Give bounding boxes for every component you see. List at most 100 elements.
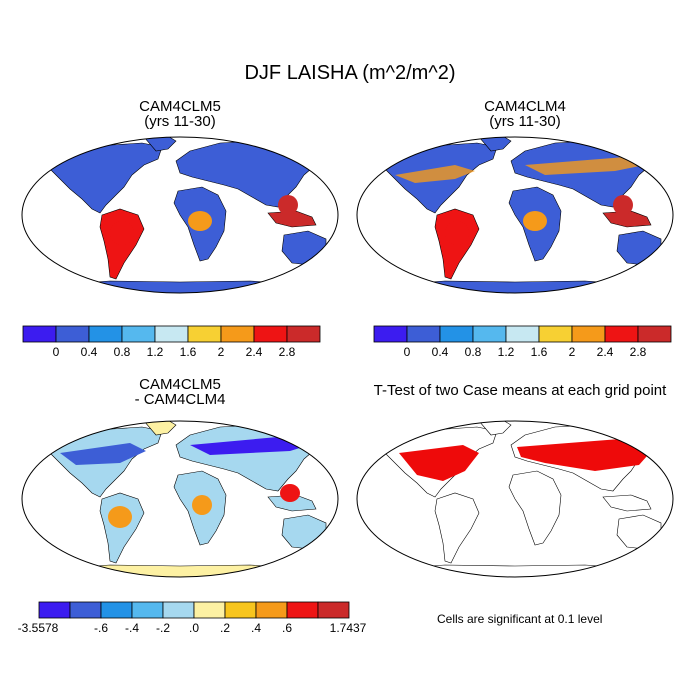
colorbar-tick-label: 1.2 [146, 345, 164, 359]
colorbar-tick-label: 0.8 [113, 345, 131, 359]
land-group [41, 137, 327, 293]
colorbar-tick-label: 2.8 [278, 345, 296, 359]
colorbar-tick-label: -.2 [155, 621, 171, 635]
australia-shape [281, 514, 327, 550]
greenland-shape [143, 421, 177, 436]
colorbar-tick-label: 0 [52, 345, 60, 359]
colorbar-tick-label: .6 [281, 621, 293, 635]
colorbar-swatch [255, 601, 288, 619]
colorbar-tick-label: 2.4 [596, 345, 614, 359]
colorbar-top-left: 0 0.4 0.8 1.2 1.6 2 2.4 2.8 [22, 325, 321, 359]
colorbar-swatch [154, 325, 189, 343]
amazon-hotspot [110, 221, 134, 245]
colorbar-swatch [121, 325, 156, 343]
colorbar-tick-label: 2 [217, 345, 225, 359]
colorbar-tick-labels: -3.5578 -.6 -.4 -.2 .0 .2 .4 .6 1.7437 [18, 621, 367, 637]
significance-note: Cells are significant at 0.1 level [437, 612, 603, 626]
boreal-eurasia-band [525, 157, 645, 175]
land-group [376, 421, 662, 577]
colorbar-tick-label: 1.6 [179, 345, 197, 359]
north-america-shape [41, 142, 163, 214]
panel-title-line2: (yrs 11-30) [144, 113, 216, 130]
greenland-shape [478, 421, 512, 436]
panel-title-line2: - CAM4CLM4 [134, 391, 226, 408]
colorbar-swatch [637, 325, 672, 343]
colorbar-tick-label: 1.6 [530, 345, 548, 359]
colorbar-swatch [505, 325, 540, 343]
congo-hotspot [523, 211, 547, 231]
indonesia-shape [602, 494, 652, 512]
map-svg [21, 420, 339, 578]
greenland-shape [478, 137, 512, 152]
panel-title-bottom-left: CAM4CLM5 - CAM4CLM4 [55, 377, 305, 407]
colorbar-tick-label: .4 [250, 621, 262, 635]
figure-title: DJF LAISHA (m^2/m^2) [244, 62, 456, 84]
colorbar-tick-labels: 0 0.4 0.8 1.2 1.6 2 2.4 2.8 [22, 345, 319, 361]
colorbar-tick-label: 2.8 [629, 345, 647, 359]
colorbar-swatch [88, 325, 123, 343]
colorbar-tick-label: 2 [568, 345, 576, 359]
colorbar-swatch [406, 325, 441, 343]
map-bottom-left [20, 419, 340, 579]
colorbar-swatch [193, 601, 226, 619]
colorbar-tick-label: 0 [403, 345, 411, 359]
map-top-left [20, 135, 340, 295]
map-bottom-right [355, 419, 675, 579]
colorbar-swatch [538, 325, 573, 343]
panel-title-line1: T-Test of two Case means at each grid po… [373, 382, 667, 399]
colorbar-swatch [571, 325, 606, 343]
colorbar-swatch [253, 325, 288, 343]
colorbar-tick-labels: 0 0.4 0.8 1.2 1.6 2 2.4 2.8 [373, 345, 670, 361]
panel-title-top-left: CAM4CLM5 (yrs 11-30) [55, 99, 305, 129]
boreal-na-band [395, 165, 475, 183]
australia-shape [281, 230, 327, 266]
congo-positive [192, 495, 212, 515]
colorbar-swatch [69, 601, 102, 619]
colorbar-tick-label: 0.4 [431, 345, 449, 359]
map-svg [21, 136, 339, 294]
colorbar-swatch [439, 325, 474, 343]
amazon-positive [108, 506, 132, 528]
colorbar-swatch [604, 325, 639, 343]
colorbar-tick-label: 1.2 [497, 345, 515, 359]
map-svg [356, 420, 674, 578]
map-frame [21, 420, 339, 578]
colorbar-swatch [317, 601, 350, 619]
colorbar-swatch [286, 325, 321, 343]
map-top-right [355, 135, 675, 295]
map-frame [21, 136, 339, 294]
australia-shape [616, 514, 662, 550]
colorbar-swatch [472, 325, 507, 343]
colorbar-top-right: 0 0.4 0.8 1.2 1.6 2 2.4 2.8 [373, 325, 672, 359]
colorbar-swatch [286, 601, 319, 619]
colorbar-tick-label: 2.4 [245, 345, 263, 359]
panel-title-bottom-right: T-Test of two Case means at each grid po… [350, 383, 690, 398]
colorbar-tick-label: 0.4 [80, 345, 98, 359]
colorbar-tick-label: -3.5578 [17, 621, 59, 635]
southeast-asia-hotspot [278, 195, 298, 215]
congo-hotspot [188, 211, 212, 231]
colorbar-swatch [187, 325, 222, 343]
colorbar-swatch [224, 601, 257, 619]
colorbar-svg [373, 325, 672, 343]
colorbar-tick-label: .0 [188, 621, 200, 635]
south-america-shape [434, 492, 480, 564]
land-group [41, 421, 327, 577]
colorbar-tick-label: 1.7437 [329, 621, 367, 635]
amazon-hotspot [445, 221, 469, 245]
colorbar-svg [22, 325, 321, 343]
map-frame [356, 136, 674, 294]
colorbar-tick-label: .2 [219, 621, 231, 635]
colorbar-swatch [38, 601, 71, 619]
colorbar-swatch [373, 325, 408, 343]
southeast-asia-hotspot [613, 195, 633, 215]
sig-eurasia [517, 437, 655, 471]
southeast-asia-positive [280, 484, 300, 502]
colorbar-svg [38, 601, 350, 619]
panel-title-line1: CAM4CLM4 [484, 98, 566, 115]
south-america-shape [99, 492, 145, 564]
colorbar-tick-label: -.6 [93, 621, 109, 635]
colorbar-swatch [55, 325, 90, 343]
colorbar-bottom-left: -3.5578 -.6 -.4 -.2 .0 .2 .4 .6 1.7437 [18, 601, 366, 635]
colorbar-swatch [22, 325, 57, 343]
